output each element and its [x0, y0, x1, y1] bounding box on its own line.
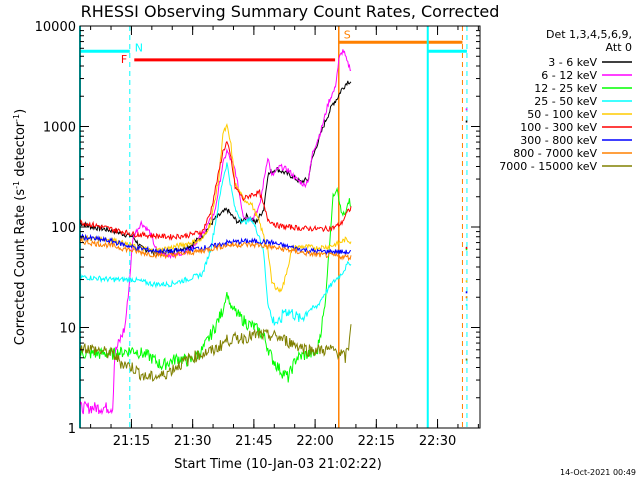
legend-header-line2: Att 0	[606, 41, 632, 54]
legend-label: 300 - 800 keV	[520, 134, 597, 147]
y-axis-label-main: Corrected Count Rate (s	[13, 189, 28, 346]
legend-label: 800 - 7000 keV	[513, 147, 597, 160]
legend-label: 12 - 25 keV	[534, 82, 597, 95]
legend-label: 25 - 50 keV	[534, 95, 597, 108]
series-line	[79, 123, 352, 293]
series-line	[79, 324, 352, 382]
series-line	[79, 80, 352, 257]
y-tick-label: 10	[59, 322, 76, 337]
series-line	[79, 140, 352, 241]
legend-header-line1: Det 1,3,4,5,6,9,	[546, 28, 632, 41]
series-line	[79, 49, 352, 416]
series-line	[79, 237, 352, 262]
y-tick-label: 1000	[43, 121, 76, 136]
legend-label: 50 - 100 keV	[527, 108, 597, 121]
x-axis: 21:15 21:30 21:45 22:00 22:15 22:30	[90, 26, 479, 449]
legend-label: 6 - 12 keV	[541, 69, 597, 82]
y-axis-label-mid: detector	[13, 121, 28, 181]
series-line	[79, 162, 352, 326]
y-tick-label: 10000	[35, 20, 76, 35]
marker-s-label: S	[344, 29, 351, 42]
plot-area: NF S	[79, 26, 468, 428]
x-axis-label: Start Time (10-Jan-03 21:02:22)	[174, 457, 382, 472]
legend-label: 100 - 300 keV	[520, 121, 597, 134]
y-axis-label-sup2: -1	[12, 114, 21, 122]
footer-timestamp: 14-Oct-2021 00:49	[560, 468, 636, 477]
legend-label: 7000 - 15000 keV	[499, 160, 597, 173]
x-tick-label: 21:45	[235, 434, 272, 449]
y-tick-label: 1	[68, 422, 76, 437]
marker-f-label: F	[121, 53, 127, 66]
y-tick-label: 100	[51, 221, 76, 236]
x-tick-label: 22:30	[419, 434, 456, 449]
chart-title: RHESSI Observing Summary Count Rates, Co…	[81, 2, 500, 21]
x-tick-label: 22:00	[296, 434, 333, 449]
y-axis-label: Corrected Count Rate (s-1 detector-1)	[12, 109, 28, 345]
y-axis-label-sup1: -1	[12, 181, 21, 189]
legend-label: 3 - 6 keV	[548, 56, 597, 69]
x-tick-label: 22:15	[358, 434, 395, 449]
series-line	[79, 186, 352, 383]
y-axis: 1 10 100 1000 10000	[35, 20, 480, 437]
marker-n-label: N	[135, 42, 143, 55]
y-axis-label-end: )	[13, 109, 28, 114]
x-tick-label: 21:15	[113, 434, 150, 449]
x-tick-label: 21:30	[174, 434, 211, 449]
series-line	[79, 233, 352, 256]
